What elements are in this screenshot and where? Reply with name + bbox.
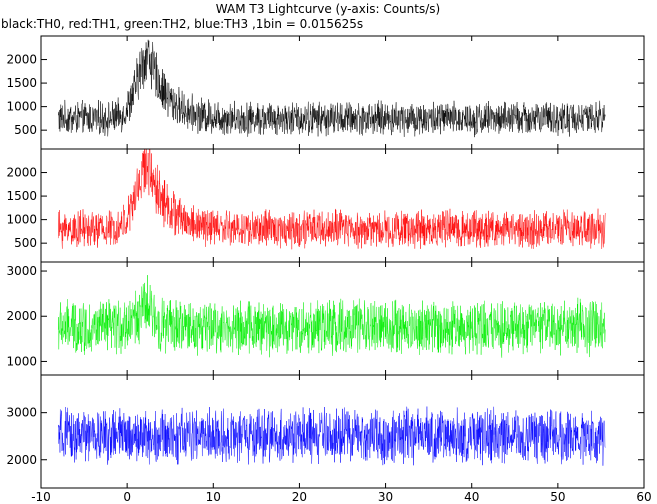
y-tick-label: 2000	[6, 53, 37, 67]
x-tick-label: 60	[636, 490, 651, 504]
panel-th3: 2000 3000	[6, 374, 645, 489]
y-tick-label: 3000	[6, 264, 37, 278]
series-line-th2	[58, 275, 606, 358]
x-tick-label: 30	[378, 490, 393, 504]
panel-th2: 1000 2000 3000	[6, 261, 645, 376]
y-tick-label: 1000	[6, 213, 37, 227]
y-tick-label: 1500	[6, 76, 37, 90]
series-line-th3	[58, 406, 606, 466]
x-tick-label: 10	[206, 490, 221, 504]
x-tick-label: -10	[31, 490, 51, 504]
chart-title: WAM T3 Lightcurve (y-axis: Counts/s)	[216, 2, 440, 16]
y-tick-label: 1000	[6, 100, 37, 114]
x-tick-label: 40	[464, 490, 479, 504]
y-tick-label: 2000	[6, 309, 37, 323]
panels-layer: 500 1000 1500 2000 500 1000 1500 2000 1000 2000 30…	[6, 35, 645, 489]
y-tick-label: 500	[14, 236, 37, 250]
x-axis: -10 0 10 20 30 40 50 60	[31, 490, 651, 504]
y-tick-label: 1000	[6, 354, 37, 368]
y-tick-label: 2000	[6, 453, 37, 467]
x-tick-label: 50	[550, 490, 565, 504]
y-tick-label: 2000	[6, 166, 37, 180]
series-line-th1	[58, 149, 606, 250]
y-tick-label: 1500	[6, 189, 37, 203]
chart-subtitle: black:TH0, red:TH1, green:TH2, blue:TH3 …	[1, 17, 363, 31]
series-line-th0	[58, 39, 606, 138]
panel-th1: 500 1000 1500 2000	[6, 148, 645, 263]
x-tick-label: 20	[292, 490, 307, 504]
panel-th0: 500 1000 1500 2000	[6, 35, 645, 150]
y-tick-label: 500	[14, 123, 37, 137]
panel-frame	[40, 374, 645, 489]
y-tick-label: 3000	[6, 406, 37, 420]
x-tick-label: 0	[123, 490, 131, 504]
